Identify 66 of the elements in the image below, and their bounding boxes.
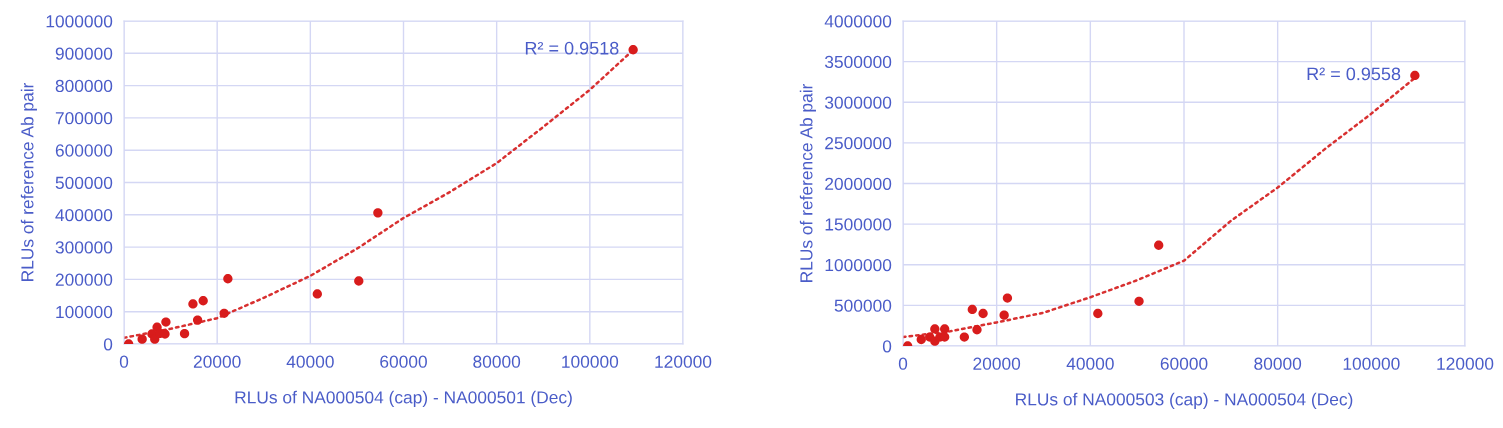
point [137,334,147,344]
point [223,274,233,284]
y-axis-title: RLUs of reference Ab pair [20,82,37,281]
point [999,310,1009,320]
x-tick-label: 20000 [973,357,1021,370]
point [628,45,638,55]
y-tick-label: 600000 [55,144,113,157]
y-tick-label: 900000 [55,47,113,60]
y-tick-label: 400000 [55,208,113,222]
x-tick-label: 120000 [1437,357,1494,370]
y-tick-label: 700000 [55,112,113,125]
x-tick-label: 80000 [1254,357,1302,370]
x-tick-label: 40000 [1066,357,1114,370]
point [373,208,383,218]
point [1093,308,1103,319]
y-tick-label: 2000000 [825,177,892,190]
point [219,308,229,318]
y-tick-label: 1000000 [46,15,113,28]
y-tick-label: 200000 [55,273,113,286]
point [916,334,926,345]
y-tick-label: 100000 [56,305,113,319]
x-tick-label: 100000 [1343,357,1400,370]
point [1134,296,1144,306]
point [312,289,322,299]
point [354,276,364,286]
point [978,308,988,319]
x-tick-label: 40000 [286,355,334,368]
x-tick-label: 20000 [193,355,241,368]
annotation: R² = 0.9558 [1307,67,1401,81]
y-tick-label: 0 [882,340,892,353]
x-tick-label: 0 [898,357,908,370]
y-tick-label: 1500000 [825,218,892,231]
point [198,296,208,306]
point [959,332,970,342]
point [160,329,170,339]
point [1002,293,1013,303]
point [967,304,977,315]
y-tick-label: 1000000 [825,258,892,272]
point [188,299,198,309]
point [192,315,203,325]
point [930,324,940,334]
y-axis-title: RLUs of reference Ab pair [799,83,816,282]
y-tick-label: 3000000 [824,96,892,109]
point [161,317,171,327]
x-tick-label: 0 [119,355,129,368]
point [179,329,190,339]
point [940,324,950,334]
y-tick-label: 800000 [55,79,113,93]
y-tick-label: 3500000 [824,55,892,69]
x-axis-title: RLUs of NA000503 (cap) - NA000504 (Dec) [1016,392,1353,409]
y-tick-label: 0 [103,338,113,351]
y-tick-label: 500000 [834,299,892,312]
x-tick-label: 60000 [1160,357,1208,370]
y-tick-label: 500000 [55,176,113,189]
x-tick-label: 60000 [380,355,427,368]
y-tick-label: 4000000 [824,15,892,28]
x-tick-label: 80000 [473,355,521,368]
point [972,325,982,335]
point [1410,70,1420,81]
x-axis-title: RLUs of NA000504 (cap) - NA000501 (Dec) [235,390,572,407]
annotation: R² = 0.9518 [525,41,619,55]
y-tick-label: 300000 [55,241,113,254]
point [1154,240,1164,250]
y-tick-label: 2500000 [825,137,892,150]
x-tick-label: 120000 [655,355,712,368]
x-tick-label: 100000 [562,355,619,368]
